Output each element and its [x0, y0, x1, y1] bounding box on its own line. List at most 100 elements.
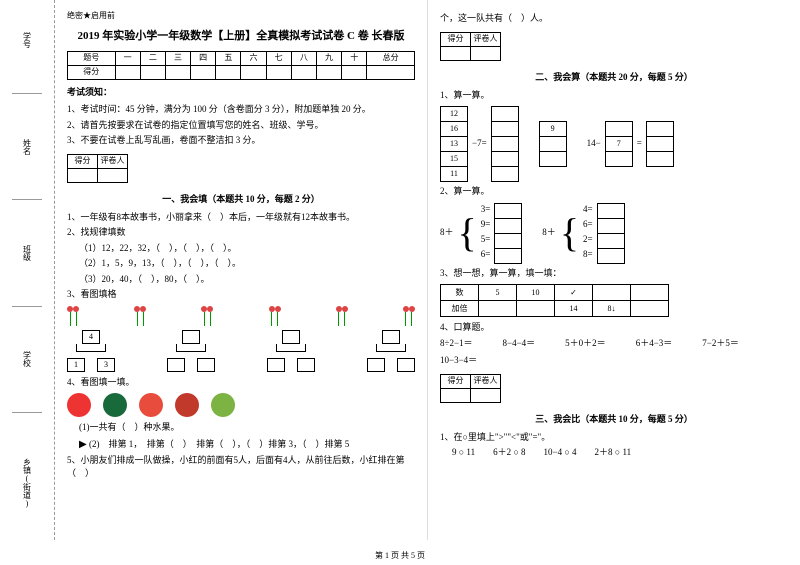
td: 数: [441, 285, 479, 301]
lime-icon: [211, 393, 235, 417]
td: 加倍: [441, 301, 479, 317]
scorebox: 得分评卷人: [440, 32, 501, 61]
arrow-icon: ▶: [79, 439, 87, 450]
th: 四: [191, 51, 216, 65]
eq: 2=: [583, 233, 593, 247]
rules: 1、考试时间：45 分钟，满分为 100 分（含卷面分 3 分），附加题单独 2…: [67, 103, 415, 148]
td: [631, 301, 669, 317]
tree-box: 3: [97, 358, 115, 372]
cell: [597, 203, 625, 219]
question: 1、一年级有8本故事书，小丽拿来（ ）本后，一年级就有12本故事书。: [67, 211, 415, 225]
cell: [597, 248, 625, 264]
section-title: 三、我会比（本题共 10 分，每题 5 分）: [440, 413, 788, 427]
tree-diagrams: 4 13: [67, 330, 415, 372]
notice-heading: 考试须知：: [67, 86, 415, 100]
th: 五: [216, 51, 241, 65]
binding-line: [12, 412, 42, 413]
apple-icon: [139, 393, 163, 417]
base: 8＋: [440, 226, 454, 240]
tree-box: [167, 358, 185, 372]
flower-icon: [336, 306, 348, 326]
cell: [646, 151, 674, 167]
operator: =: [637, 137, 642, 151]
cell: 16: [440, 121, 468, 137]
subq: （3）20，40，（ ），80，（ ）。: [67, 273, 415, 287]
binding-line: [12, 199, 42, 200]
number-stack: 12 16 13 15 11: [440, 106, 468, 181]
cell: [491, 166, 519, 182]
rule: 1、考试时间：45 分钟，满分为 100 分（含卷面分 3 分），附加题单独 2…: [67, 103, 415, 117]
question: 3、看图填格: [67, 288, 415, 302]
watermelon-icon: [103, 393, 127, 417]
page-footer: 第 1 页 共 5 页: [0, 550, 800, 561]
tree-box: [197, 358, 215, 372]
tree-box: [282, 330, 300, 344]
binding-margin: 学号 姓名 班级 学校 乡镇(街道): [0, 0, 55, 540]
flower-icon: [134, 306, 146, 326]
td: 评卷人: [98, 154, 128, 168]
flower-icon: [67, 306, 79, 326]
flower-icon: [201, 306, 213, 326]
scorebox: 得分评卷人: [440, 374, 501, 403]
tree-box: [367, 358, 385, 372]
td: 评卷人: [471, 374, 501, 388]
th: 一: [115, 51, 140, 65]
cell: [491, 106, 519, 122]
cell: [646, 136, 674, 152]
binding-line: [12, 93, 42, 94]
brace-area: 8＋ { 3= 9= 5= 6= 8＋ { 4= 6= 2= 8=: [440, 203, 788, 263]
binding-label: 班级: [22, 245, 33, 261]
cell: [539, 136, 567, 152]
subq: （1）12，22，32，（ ），（ ），（ ）。: [67, 242, 415, 256]
table-row: 数 5 10 ✓: [441, 285, 669, 301]
oral-item: 10−3−4＝: [440, 354, 477, 368]
td: 5: [479, 285, 517, 301]
question: 2、算一算。: [440, 185, 788, 199]
th: 六: [241, 51, 266, 65]
score-table: 题号 一 二 三 四 五 六 七 八 九 十 总分 得分: [67, 51, 415, 80]
question: 4、看图填一填。: [67, 376, 415, 390]
cell: 15: [440, 151, 468, 167]
binding-label: 姓名: [22, 139, 33, 155]
td: [631, 285, 669, 301]
oral-list: 8÷2−1＝ 8−4−4＝ 5＋0＋2＝ 6＋4−3＝ 7−2＋5＝ 10−3−…: [440, 337, 788, 368]
tomato-icon: [67, 393, 91, 417]
tree-box: [297, 358, 315, 372]
question: 2、找规律填数: [67, 226, 415, 240]
th: 三: [165, 51, 190, 65]
rule: 2、请首先按要求在试卷的指定位置填写您的姓名、班级、学号。: [67, 119, 415, 133]
eq: 3=: [481, 203, 491, 217]
th: 总分: [367, 51, 415, 65]
flower-icon: [403, 306, 415, 326]
cell: [646, 121, 674, 137]
cont-text: 个，这一队共有（ ）人。: [440, 12, 788, 26]
cell: [494, 233, 522, 249]
binding-label: 乡镇(街道): [22, 458, 33, 508]
eq: 6=: [481, 248, 491, 262]
question: 3、想一想，算一算，填一填：: [440, 267, 788, 281]
operator: −7=: [472, 137, 487, 151]
cell: [605, 151, 633, 167]
td: [479, 301, 517, 317]
tree-box: 1: [67, 358, 85, 372]
th: 八: [291, 51, 316, 65]
binding-label: 学校: [22, 351, 33, 367]
subq: （2）1，5，9，13，（ ），（ ），（ ）。: [67, 257, 415, 271]
td: 8↓: [593, 301, 631, 317]
cell: 11: [440, 166, 468, 182]
tree: [167, 330, 215, 372]
subq: ▶ (2) 排第 1， 排第（ ） 排第（ ），（ ）排第 3，（ ）排第 5: [67, 437, 415, 452]
tree-box: [267, 358, 285, 372]
cell: [539, 151, 567, 167]
tree: [367, 330, 415, 372]
td: [593, 285, 631, 301]
binding-line: [12, 306, 42, 307]
question: 4、口算题。: [440, 321, 788, 335]
rule: 3、不要在试卷上乱写乱画，卷面不整洁扣 3 分。: [67, 134, 415, 148]
cell: [494, 248, 522, 264]
oral-item: 5＋0＋2＝: [565, 337, 606, 351]
right-column: 个，这一队共有（ ）人。 得分评卷人 二、我会算（本题共 20 分，每题 5 分…: [428, 0, 800, 540]
td: 10: [517, 285, 555, 301]
tree-box: [397, 358, 415, 372]
oral-item: 7−2＋5＝: [702, 337, 739, 351]
